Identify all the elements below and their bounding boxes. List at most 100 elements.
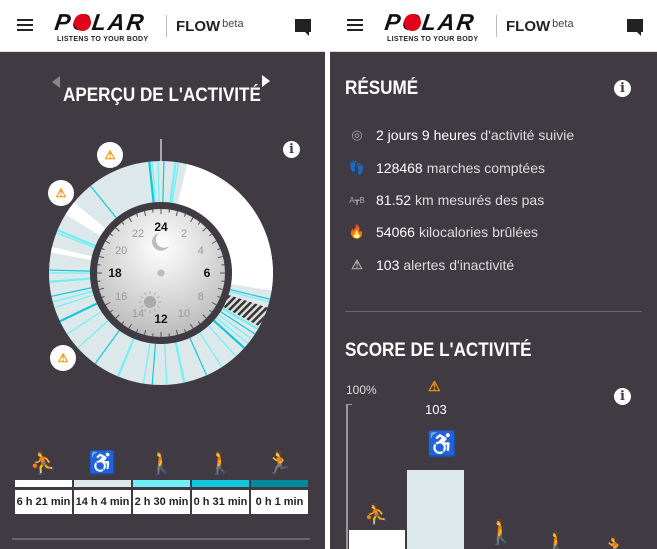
dial-tick: [197, 221, 201, 225]
summary-value: 81.52: [376, 192, 412, 208]
info-icon[interactable]: i: [283, 141, 300, 158]
level-duration: 14 h 4 min: [74, 490, 131, 514]
app-header: POLAR LISTENS TO YOUR BODY FLOW beta: [330, 0, 657, 52]
activity-mark: [162, 161, 165, 203]
dial-tick: [217, 248, 221, 251]
activity-mark: [171, 162, 180, 203]
prev-arrow-icon[interactable]: [52, 76, 60, 88]
level-color-bar: [133, 480, 190, 487]
activity-mark: [117, 338, 135, 377]
activity-overview-panel: POLAR LISTENS TO YOUR BODY FLOW beta APER…: [0, 0, 325, 549]
brand-name: POLAR: [383, 9, 478, 35]
divider: [345, 311, 642, 312]
dial-tick: [143, 329, 147, 335]
dial-tick: [183, 213, 186, 217]
activity-mark: [151, 343, 157, 385]
chat-icon[interactable]: [627, 19, 643, 36]
summary-value: 128468: [376, 160, 423, 176]
dial-hour-label: 18: [108, 266, 122, 280]
dial-tick: [211, 302, 217, 306]
activity-mark: [52, 290, 93, 303]
sun-icon: [144, 296, 156, 308]
info-icon[interactable]: i: [614, 80, 631, 97]
summary-title: RÉSUMÉ: [345, 78, 419, 99]
activity-mark: [215, 317, 249, 344]
activity-mark: [218, 314, 252, 340]
dial-tick: [99, 255, 105, 259]
level-color-bar: [251, 480, 308, 487]
chat-icon[interactable]: [295, 19, 311, 36]
dial-tick: [190, 323, 194, 329]
dial-hour-label: 12: [154, 312, 168, 326]
summary-row: ⚠ 103 alertes d'inactivité: [346, 255, 514, 275]
level-duration: 6 h 21 min: [15, 490, 72, 514]
dial-tick: [128, 217, 132, 223]
activity-mark: [66, 311, 102, 335]
walking-icon: 🚶: [206, 450, 235, 475]
sitting-icon: ♿: [427, 431, 457, 458]
activity-mark: [169, 161, 177, 203]
moon-icon: [152, 233, 169, 251]
product-name: FLOW: [506, 18, 551, 35]
activity-mark: [221, 307, 259, 330]
summary-label: km mesurés des pas: [415, 192, 545, 208]
summary-row: 👣 128468 marches comptées: [346, 158, 545, 178]
footsteps-icon: 👣: [348, 160, 366, 175]
activity-level-0: ⛹ 6 h 21 min: [15, 448, 72, 514]
activity-mark: [54, 294, 94, 309]
dial-tick: [121, 321, 125, 325]
sun-ray: [144, 292, 147, 296]
dial-tick: [101, 248, 105, 251]
info-icon[interactable]: i: [614, 388, 631, 405]
inactivity-alert-icon[interactable]: ⚠: [50, 345, 76, 371]
dial-tick: [175, 211, 179, 217]
dial-tick: [209, 309, 213, 313]
dial-tick: [209, 233, 213, 237]
lying-icon: ⛹: [29, 450, 58, 475]
inactivity-alert-icon[interactable]: ⚠: [97, 142, 123, 168]
activity-mark: [213, 319, 245, 349]
polar-logo[interactable]: POLAR: [53, 9, 160, 35]
dial-tick: [105, 302, 111, 306]
dial-tick: [136, 213, 139, 217]
activity-mark: [59, 302, 98, 323]
summary-row: A┳B 81.52 km mesurés des pas: [346, 190, 544, 210]
dial-tick: [217, 295, 221, 298]
dial-hour-label: 20: [115, 245, 127, 257]
dial-tick: [211, 240, 217, 244]
inactivity-alert-icon[interactable]: ⚠: [48, 180, 74, 206]
sun-ray: [156, 296, 160, 299]
dial-tick: [115, 314, 120, 319]
dial-tick: [202, 314, 207, 319]
dial-hour-label: 6: [204, 266, 211, 280]
activity-mark: [51, 287, 92, 297]
sun-ray: [140, 305, 144, 308]
dial-hour-label: 4: [198, 245, 204, 257]
activity-mark: [189, 337, 208, 376]
dial-hour-label: 2: [181, 228, 187, 240]
activity-level-2: 🚶 2 h 30 min: [133, 448, 190, 514]
overview-title: APERÇU DE L'ACTIVITÉ: [63, 85, 261, 106]
panel-gap: [325, 0, 330, 549]
dial-hour-label: 14: [132, 308, 144, 320]
menu-icon[interactable]: [17, 19, 33, 31]
summary-value: 2 jours 9 heures: [376, 127, 477, 143]
next-arrow-icon[interactable]: [262, 75, 270, 87]
activity-mark: [77, 320, 109, 349]
activity-level-4: 🏃 0 h 1 min: [251, 448, 308, 514]
tagline: LISTENS TO YOUR BODY: [57, 36, 149, 43]
activity-mark: [199, 332, 223, 368]
ring-lying: [177, 164, 273, 291]
dial-tick: [105, 240, 111, 244]
tagline: LISTENS TO YOUR BODY: [387, 36, 479, 43]
level-duration: 2 h 30 min: [133, 490, 190, 514]
running-icon: 🏃: [602, 537, 627, 549]
activity-mark: [229, 288, 271, 300]
menu-icon[interactable]: [347, 19, 363, 31]
beta-label: beta: [552, 18, 574, 30]
activity-mark: [90, 185, 117, 219]
activity-time-icon: ◎: [351, 127, 363, 142]
sun-ray: [140, 296, 144, 299]
score-bar-lying: [349, 530, 405, 549]
polar-logo[interactable]: POLAR: [383, 9, 490, 35]
